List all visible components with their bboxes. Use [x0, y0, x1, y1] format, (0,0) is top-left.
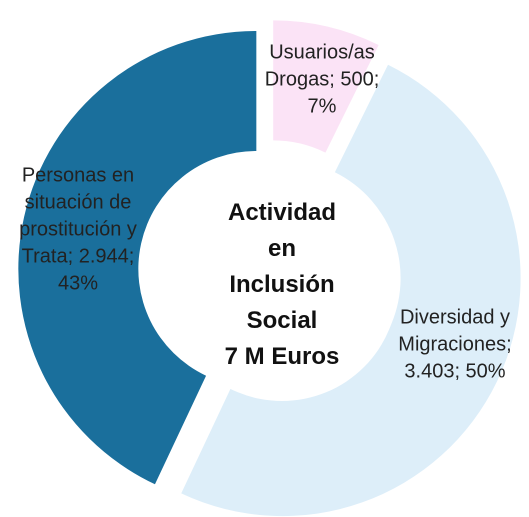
- chart-subtitle: 7 M Euros: [224, 343, 340, 370]
- donut-slice: [273, 20, 379, 153]
- donut-slice: [18, 30, 257, 485]
- data-label: Personas en situación de prostitución y …: [19, 164, 137, 295]
- data-label: Diversidad y Migraciones; 3.403; 50%: [398, 306, 512, 383]
- center-label: Actividad en Inclusión Social 7 M Euros: [220, 195, 345, 375]
- donut-slice: [181, 64, 521, 517]
- data-label: Usuarios/as Drogas; 500; 7%: [264, 41, 380, 118]
- donut-hole: [166, 169, 398, 401]
- chart-title: Actividad en Inclusión Social: [227, 199, 337, 334]
